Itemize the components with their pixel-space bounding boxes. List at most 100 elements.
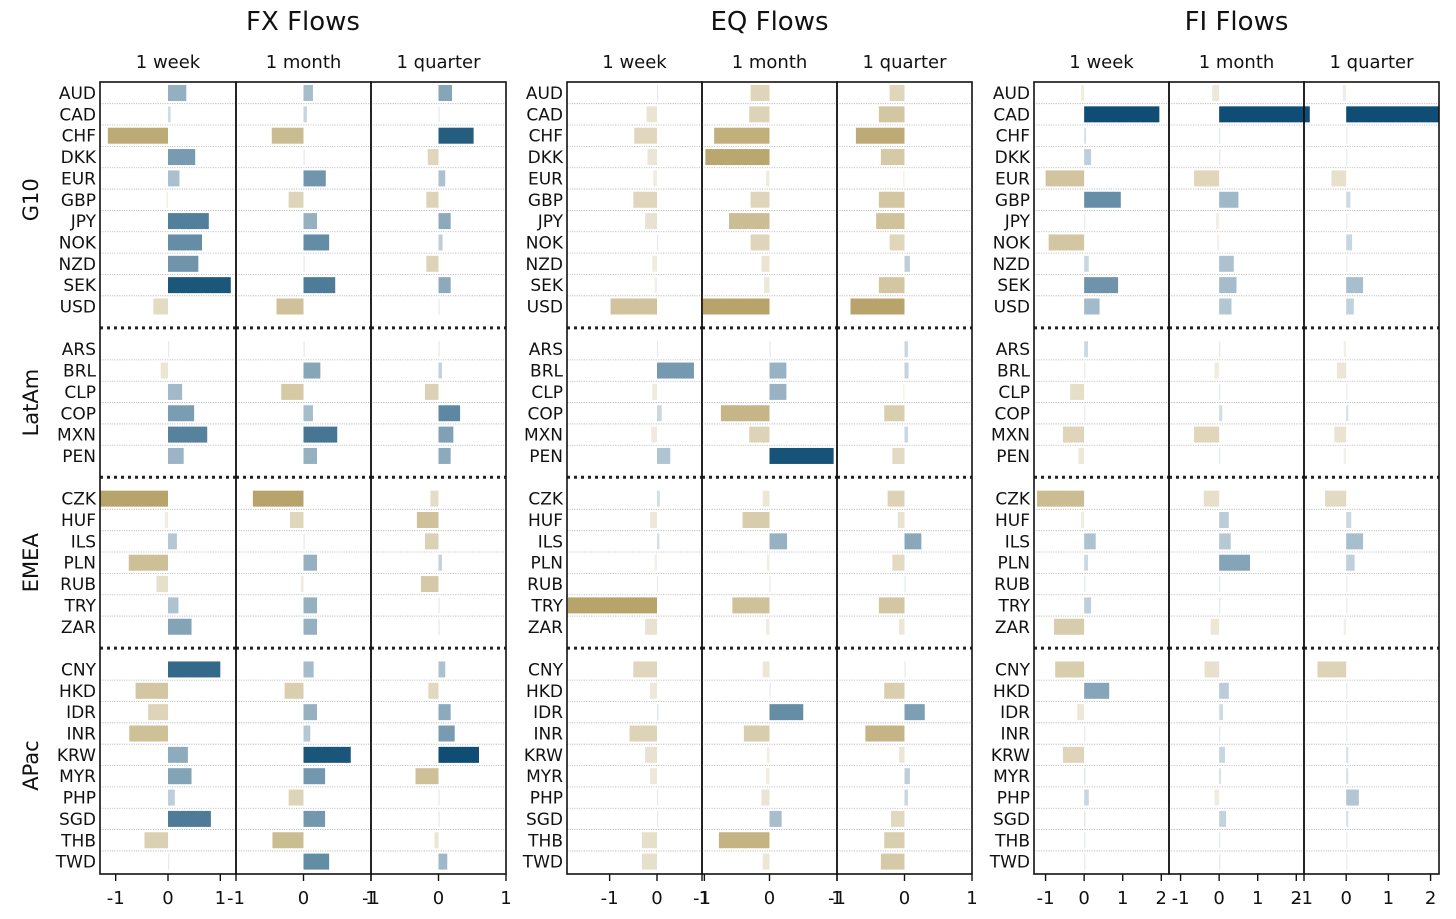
flow-bar (651, 426, 657, 443)
region-label: LatAm (19, 369, 43, 437)
flow-bar (438, 661, 446, 678)
currency-label: ZAR (528, 618, 563, 638)
currency-label: BRL (530, 362, 563, 382)
flow-bar (1346, 853, 1348, 870)
currency-label: USD (994, 298, 1030, 318)
flow-bar (303, 725, 311, 742)
flow-bar (288, 789, 304, 806)
flow-bar (1219, 810, 1227, 827)
currency-label: PLN (531, 554, 563, 574)
x-tick-label: 0 (433, 888, 444, 909)
flow-bar (657, 810, 659, 827)
currency-label: PHP (997, 789, 1030, 809)
panel-title: EQ Flows (710, 7, 828, 37)
x-tick-label: 2 (1156, 888, 1167, 909)
flow-bar (1346, 106, 1439, 123)
flow-bar (438, 127, 474, 144)
currency-label: PEN (996, 447, 1030, 467)
flow-bar (657, 341, 659, 358)
flow-bar (762, 490, 770, 507)
flow-bar (153, 298, 168, 315)
flow-bar (438, 213, 451, 230)
flow-bar (1084, 832, 1086, 849)
flow-bar (904, 341, 908, 358)
flow-bar (645, 746, 657, 763)
flow-bar (1084, 362, 1086, 379)
currency-label: SGD (993, 810, 1030, 830)
flow-bar (1084, 405, 1086, 422)
currency-label: HKD (526, 682, 563, 702)
flow-bar (1219, 298, 1232, 315)
flow-bar (438, 597, 440, 614)
flow-bar (904, 704, 925, 721)
currency-label: CNY (995, 660, 1031, 680)
flow-bar (1194, 426, 1220, 443)
flow-bar (892, 447, 905, 464)
flow-bar (720, 405, 770, 422)
flow-bar (1210, 618, 1220, 635)
flow-bar (1084, 768, 1086, 785)
currency-label: CNY (61, 660, 97, 680)
flow-bar (1217, 234, 1220, 251)
currency-label: PHP (530, 789, 563, 809)
flow-bar (128, 554, 168, 571)
flow-bar (303, 447, 317, 464)
flow-bar (438, 618, 440, 635)
flow-bar (276, 298, 304, 315)
flow-bar (1084, 682, 1110, 699)
flow-bar (303, 106, 307, 123)
flow-bar (769, 704, 804, 721)
flow-bar (1219, 106, 1310, 123)
currency-label: MYR (59, 767, 96, 787)
flow-bar (657, 533, 660, 550)
horizon-label: 1 month (732, 52, 808, 73)
currency-label: BRL (997, 362, 1030, 382)
horizon-label: 1 quarter (863, 52, 948, 73)
flow-bar (168, 106, 171, 123)
flow-bar (164, 512, 168, 528)
flow-bar (645, 618, 657, 635)
currency-label: EUR (61, 169, 96, 189)
flow-bar (1084, 789, 1089, 806)
flow-bar (1346, 298, 1354, 315)
x-tick-label: -1 (362, 888, 380, 909)
flow-bar (629, 725, 657, 742)
flow-bar (714, 127, 770, 144)
flow-bar (1219, 853, 1221, 870)
flow-bar (1084, 554, 1088, 571)
currency-label: NOK (993, 233, 1031, 253)
x-tick-label: 1 (500, 888, 511, 909)
flow-bar (434, 832, 439, 849)
subplot-frame (836, 81, 973, 875)
flow-bar (1219, 725, 1221, 742)
currency-label: CAD (993, 105, 1030, 125)
flow-bar (425, 533, 439, 550)
x-tick-label: 0 (1078, 888, 1089, 909)
flow-bar (168, 255, 199, 272)
flow-bar (1219, 704, 1223, 721)
flow-bar (766, 554, 770, 571)
flow-bar (168, 853, 170, 870)
flow-bar (657, 234, 659, 251)
flow-bar (1219, 447, 1221, 464)
flow-bar (168, 85, 187, 101)
x-tick-label: 0 (298, 888, 309, 909)
flow-bar (567, 597, 657, 614)
flow-bar (1343, 618, 1347, 635)
flow-bar (438, 789, 440, 806)
currency-label: CLP (998, 383, 1030, 403)
flow-bar (897, 512, 905, 528)
flow-bar (1045, 170, 1085, 187)
flow-bar (1219, 512, 1229, 528)
flow-bar (769, 810, 782, 827)
flow-bar (438, 341, 440, 358)
x-tick-label: 0 (651, 888, 662, 909)
flow-bar (904, 426, 908, 443)
flow-bar (438, 426, 454, 443)
currency-label: THB (527, 831, 563, 851)
flow-bar (761, 789, 770, 806)
currency-label: IDR (533, 703, 563, 723)
flow-bar (878, 277, 905, 294)
flow-bar (899, 746, 905, 763)
currency-label: PHP (63, 789, 96, 809)
